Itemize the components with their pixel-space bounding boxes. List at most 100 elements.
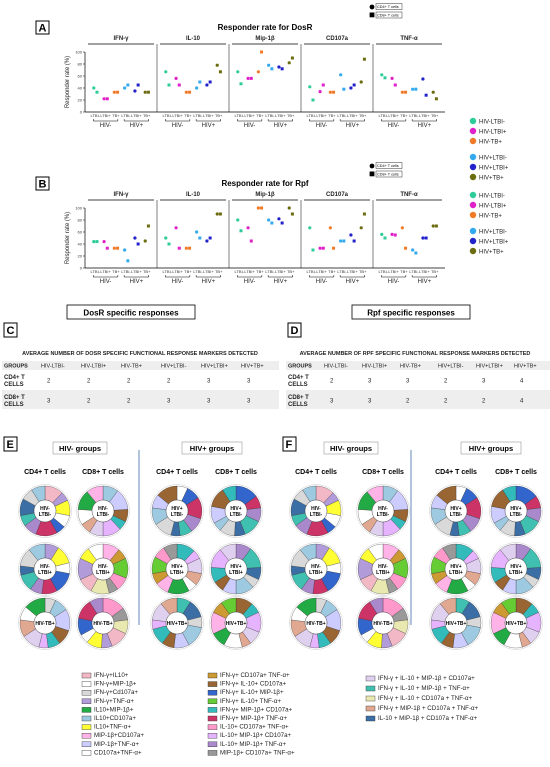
cd8-point [167, 242, 171, 246]
x-tick-label: TB+ [400, 113, 408, 118]
cell-type-legend-a: CD4+ T cells CD8+ T cells [369, 3, 403, 19]
donut-center-label: HIV+ [510, 564, 521, 570]
hiv-pos-heading-box [181, 441, 243, 455]
group-label: HIV+ [418, 279, 432, 285]
legend-label: MIP-1β+TNF-α+ [94, 741, 139, 748]
legend-label: IFN-γ + IL-10 + MIP-1β + CD107a+ [378, 675, 475, 682]
donut-center [504, 611, 528, 635]
table-cell: 3 [207, 379, 211, 385]
cd4-point [267, 218, 271, 222]
cd4-legend-marker [369, 4, 375, 10]
x-tick-label: LTBI+ [275, 269, 286, 274]
group-legend-text: HIV-LTBI- [479, 193, 505, 199]
donut-center-label: LTBI- [97, 512, 110, 518]
legend-label: IL10+TNF-α+ [94, 724, 131, 731]
table-row-label: CELLS [4, 402, 24, 408]
cd8-point [311, 248, 315, 252]
y-tick-label: 60 [78, 74, 83, 79]
cd4-point [236, 218, 240, 222]
cd4-point [164, 70, 168, 74]
donut-center [224, 557, 248, 581]
cd8-point [260, 50, 264, 54]
svg-text:A: A [39, 23, 47, 35]
x-tick-label: LTBI- [379, 269, 389, 274]
cd4-point [195, 86, 199, 90]
table-row-label: CD8+ T [4, 395, 25, 401]
group-bracket [93, 275, 119, 278]
donut-chart: HIV-LTBI+ [289, 542, 343, 596]
donut-outline [489, 542, 543, 596]
cd8-point [332, 90, 336, 94]
table-cell: 3 [207, 399, 211, 405]
panel-e: E [3, 436, 18, 452]
x-tick-label: LTBI- [409, 113, 419, 118]
marker-header: IFN-γ [114, 192, 130, 198]
cell-type-heading: CD4+ T cells [24, 469, 66, 476]
legend-swatch [207, 715, 218, 722]
x-tick-label: LTBI+ [347, 269, 358, 274]
legend-label: IFN-γ+IL10+ [94, 672, 129, 679]
cd8-point [280, 221, 284, 225]
cd8-point [198, 236, 202, 240]
donut-chart: HIV+TB+ [429, 596, 483, 650]
cd8-legend-marker [369, 12, 375, 18]
group-legend-text: HIV-TB+ [479, 213, 502, 219]
y-tick-label: 80 [78, 62, 83, 67]
group-label: HIV- [172, 123, 184, 129]
cell-type-heading: CD8+ T cells [495, 469, 537, 476]
table-header-cell: HIV+LTBI- [438, 364, 464, 370]
table-row-label: CD4+ T [4, 375, 25, 381]
x-tick-label: TB+ [143, 113, 151, 118]
donut-center-label: HIV+TB+ [506, 621, 527, 627]
cd4-point [308, 85, 312, 89]
donut-outline [289, 596, 343, 650]
table-cell: 3 [247, 379, 251, 385]
group-bracket [93, 119, 119, 122]
x-tick-label: LTBI+ [203, 113, 214, 118]
cd4-point [431, 90, 435, 94]
donut-outline [18, 596, 72, 650]
cd4-point [143, 239, 147, 243]
donut-center [224, 499, 248, 523]
table-header-bg [2, 361, 279, 370]
x-tick-label: TB+ [431, 113, 439, 118]
cd8-point [342, 239, 346, 243]
cd4-point [215, 63, 219, 67]
table-d-subtitle: AVERAGE NUMBER OF RPF SPECIFIC FUNCTIONA… [300, 351, 531, 357]
table-row-bg [286, 390, 550, 409]
donut-center-label: HIV+ [450, 564, 461, 570]
cell-type-heading: CD4+ T cells [295, 469, 337, 476]
cd4-point [411, 248, 415, 252]
table-header-bg [286, 361, 550, 370]
table-cell: 4 [520, 399, 524, 405]
marker-header: CD107a [326, 36, 349, 42]
x-tick-label: LTBI+ [347, 113, 358, 118]
legend-swatch [365, 695, 376, 702]
x-tick-label: LTBI- [193, 113, 203, 118]
donut-center-label: LTBI+ [309, 570, 323, 576]
cd8-point [95, 90, 99, 94]
cd8-point [167, 83, 171, 87]
donut-center [165, 611, 189, 635]
cd8-point [362, 57, 366, 61]
group-legend-text: HIV+LTBI- [479, 229, 507, 235]
legend-swatch [81, 741, 92, 747]
legend-label: IL-10+ MIP-1β+ CD107a+ [220, 732, 292, 739]
donut-center-label: HIV+ [450, 506, 461, 512]
cd4-point [123, 86, 127, 90]
donut-chart: HIV-TB+ [18, 596, 72, 650]
cell-type-heading: CD4+ T cells [435, 469, 477, 476]
group-label: HIV+ [274, 279, 288, 285]
donut-center-label: HIV-TB+ [306, 621, 325, 627]
cd4-point [246, 76, 250, 80]
group-legend-swatch [469, 127, 477, 135]
panel-f-donuts: HIV- groups HIV+ groups CD4+ T cells CD8+ T… [289, 441, 543, 650]
cd8-legend-text: CD8+ T cells [377, 173, 399, 177]
group-legend-swatch [469, 173, 477, 181]
x-tick-label: TB+ [359, 113, 367, 118]
donut-center-label: HIV+ [510, 506, 521, 512]
cd8-point [290, 212, 294, 216]
cd8-point [177, 83, 181, 87]
cell-type-heading: CD8+ T cells [362, 469, 404, 476]
table-row-label: CELLS [4, 382, 24, 388]
